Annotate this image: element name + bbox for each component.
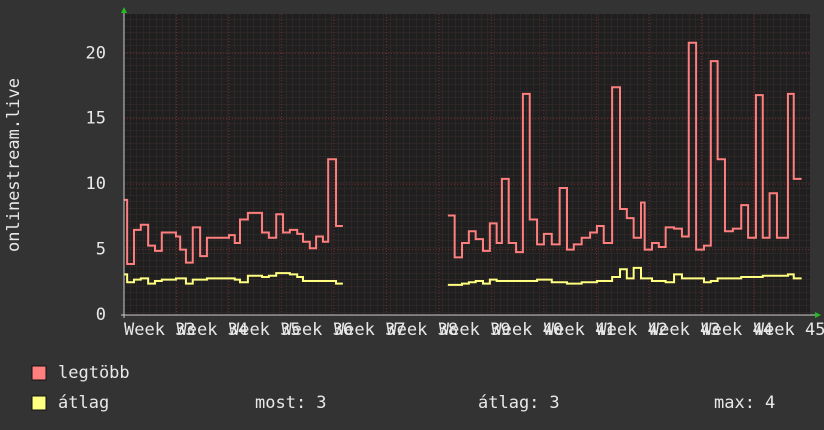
legend-label: átlag <box>58 393 109 413</box>
y-tick-label: 10 <box>86 174 106 194</box>
stat-value: 3 <box>549 393 559 413</box>
x-tick-label: Week 45 <box>754 320 824 340</box>
x-tick-label: Week 35 <box>229 320 301 340</box>
stat: max: 4 <box>714 393 775 413</box>
y-tick-label: 5 <box>96 240 106 260</box>
series-line <box>124 266 802 286</box>
x-arrow <box>815 312 821 318</box>
stat: átlag: 3 <box>478 393 560 413</box>
x-tick-label: Week 36 <box>281 320 353 340</box>
stat-label: most: <box>255 393 306 413</box>
x-tick-label: Week 37 <box>334 320 406 340</box>
stat-value: 4 <box>765 393 775 413</box>
marks <box>124 41 802 286</box>
series-line <box>124 41 802 265</box>
stat-value: 3 <box>316 393 326 413</box>
x-tick-label: Week 33 <box>124 320 196 340</box>
y-arrow <box>121 7 127 13</box>
stat-label: átlag: <box>478 393 539 413</box>
x-tick-label: Week 40 <box>491 320 563 340</box>
y-axis-label: onlinestream.live <box>4 78 24 252</box>
x-tick-label: Week 34 <box>176 320 248 340</box>
stat: most: 3 <box>255 393 326 413</box>
legend-label: legtöbb <box>58 363 130 383</box>
y-tick-label: 15 <box>86 109 106 129</box>
x-tick-label: Week 38 <box>386 320 458 340</box>
x-tick-label: Week 41 <box>544 320 616 340</box>
legend-swatch <box>31 365 47 381</box>
x-tick-label: Week 42 <box>596 320 668 340</box>
x-tick-label: Week 44 <box>701 320 773 340</box>
x-tick-label: Week 39 <box>439 320 511 340</box>
y-tick-label: 0 <box>96 305 106 325</box>
y-tick-label: 20 <box>86 43 106 63</box>
legend-swatch <box>31 395 47 411</box>
x-tick-label: Week 43 <box>649 320 721 340</box>
stat-label: max: <box>714 393 755 413</box>
minor-grid <box>124 14 810 315</box>
